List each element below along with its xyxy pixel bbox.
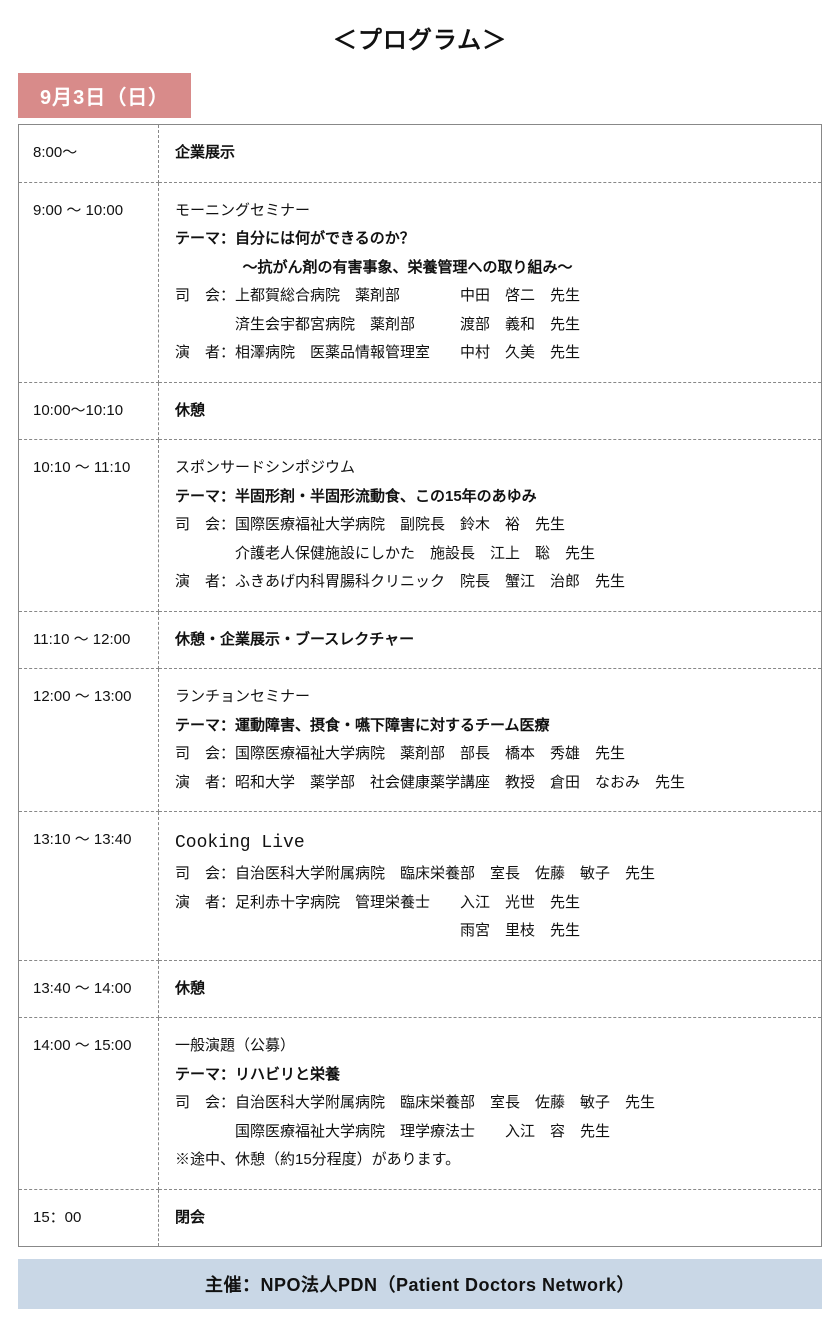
person-line: 司 会：上都賀総合病院 薬剤部 中田 啓二 先生 (175, 282, 811, 311)
content-cell: 休憩 (159, 382, 822, 440)
person-line: 司 会：自治医科大学附属病院 臨床栄養部 室長 佐藤 敏子 先生 (175, 860, 811, 889)
time-cell: 10:00～10:10 (19, 382, 159, 440)
schedule-row: 13:10 ～ 13:40Cooking Live司 会：自治医科大学附属病院 … (19, 812, 822, 961)
person-line: 司 会：自治医科大学附属病院 臨床栄養部 室長 佐藤 敏子 先生 (175, 1089, 811, 1118)
schedule-row: 12:00 ～ 13:00ランチョンセミナーテーマ：運動障害、摂食・嚥下障害に対… (19, 669, 822, 812)
time-cell: 13:40 ～ 14:00 (19, 960, 159, 1018)
schedule-row: 10:10 ～ 11:10スポンサードシンポジウムテーマ：半固形剤・半固形流動食… (19, 440, 822, 612)
person-line: 演 者：ふきあげ内科胃腸科クリニック 院長 蟹江 治郎 先生 (175, 568, 811, 597)
content-cell: ランチョンセミナーテーマ：運動障害、摂食・嚥下障害に対するチーム医療司 会：国際… (159, 669, 822, 812)
content-cell: 休憩・企業展示・ブースレクチャー (159, 611, 822, 669)
schedule-row: 11:10 ～ 12:00 休憩・企業展示・ブースレクチャー (19, 611, 822, 669)
time-cell: 12:00 ～ 13:00 (19, 669, 159, 812)
session-theme-sub: ～抗がん剤の有害事象、栄養管理への取り組み～ (175, 254, 811, 283)
content-cell: スポンサードシンポジウムテーマ：半固形剤・半固形流動食、この15年のあゆみ司 会… (159, 440, 822, 612)
session-title: モーニングセミナー (175, 197, 811, 226)
session-title: 一般演題（公募） (175, 1032, 811, 1061)
session-heading: 休憩 (175, 397, 811, 426)
session-title: スポンサードシンポジウム (175, 454, 811, 483)
note-line: ※途中、休憩（約15分程度）があります。 (175, 1146, 811, 1175)
content-cell: Cooking Live司 会：自治医科大学附属病院 臨床栄養部 室長 佐藤 敏… (159, 812, 822, 961)
time-cell: 9:00 ～ 10:00 (19, 182, 159, 382)
content-cell: 一般演題（公募）テーマ：リハビリと栄養司 会：自治医科大学附属病院 臨床栄養部 … (159, 1018, 822, 1190)
session-title: Cooking Live (175, 826, 811, 860)
person-line: 介護老人保健施設にしかた 施設長 江上 聡 先生 (175, 540, 811, 569)
time-cell: 8:00～ (19, 125, 159, 183)
content-cell: モーニングセミナーテーマ：自分には何ができるのか？～抗がん剤の有害事象、栄養管理… (159, 182, 822, 382)
session-theme: テーマ：運動障害、摂食・嚥下障害に対するチーム医療 (175, 712, 811, 741)
time-cell: 14:00 ～ 15:00 (19, 1018, 159, 1190)
session-heading: 休憩・企業展示・ブースレクチャー (175, 626, 811, 655)
person-line: 雨宮 里枝 先生 (175, 917, 811, 946)
schedule-row: 14:00 ～ 15:00一般演題（公募）テーマ：リハビリと栄養司 会：自治医科… (19, 1018, 822, 1190)
content-cell: 企業展示 (159, 125, 822, 183)
session-theme: テーマ：リハビリと栄養 (175, 1061, 811, 1090)
person-line: 演 者：相澤病院 医薬品情報管理室 中村 久美 先生 (175, 339, 811, 368)
person-line: 司 会：国際医療福祉大学病院 薬剤部 部長 橋本 秀雄 先生 (175, 740, 811, 769)
date-tab: 9月3日（日） (18, 73, 191, 118)
person-line: 済生会宇都宮病院 薬剤部 渡部 義和 先生 (175, 311, 811, 340)
schedule-row: 9:00 ～ 10:00モーニングセミナーテーマ：自分には何ができるのか？～抗が… (19, 182, 822, 382)
session-title: ランチョンセミナー (175, 683, 811, 712)
time-cell: 15：00 (19, 1189, 159, 1247)
schedule-table: 8:00～企業展示9:00 ～ 10:00モーニングセミナーテーマ：自分には何が… (18, 124, 822, 1247)
schedule-row: 8:00～ 企業展示 (19, 125, 822, 183)
person-line: 司 会：国際医療福祉大学病院 副院長 鈴木 裕 先生 (175, 511, 811, 540)
session-heading: 休憩 (175, 975, 811, 1004)
time-cell: 13:10 ～ 13:40 (19, 812, 159, 961)
session-theme: テーマ：半固形剤・半固形流動食、この15年のあゆみ (175, 483, 811, 512)
session-theme: テーマ：自分には何ができるのか？ (175, 225, 811, 254)
person-line: 国際医療福祉大学病院 理学療法士 入江 容 先生 (175, 1118, 811, 1147)
content-cell: 休憩 (159, 960, 822, 1018)
time-cell: 11:10 ～ 12:00 (19, 611, 159, 669)
schedule-row: 15：00 閉会 (19, 1189, 822, 1247)
person-line: 演 者：昭和大学 薬学部 社会健康薬学講座 教授 倉田 なおみ 先生 (175, 769, 811, 798)
time-cell: 10:10 ～ 11:10 (19, 440, 159, 612)
footer-organizer: 主催：NPO法人PDN（Patient Doctors Network） (18, 1259, 822, 1309)
schedule-row: 10:00～10:10 休憩 (19, 382, 822, 440)
session-heading: 閉会 (175, 1204, 811, 1233)
session-heading: 企業展示 (175, 139, 811, 168)
schedule-row: 13:40 ～ 14:00 休憩 (19, 960, 822, 1018)
person-line: 演 者：足利赤十字病院 管理栄養士 入江 光世 先生 (175, 889, 811, 918)
page-title: ＜プログラム＞ (18, 20, 822, 55)
content-cell: 閉会 (159, 1189, 822, 1247)
